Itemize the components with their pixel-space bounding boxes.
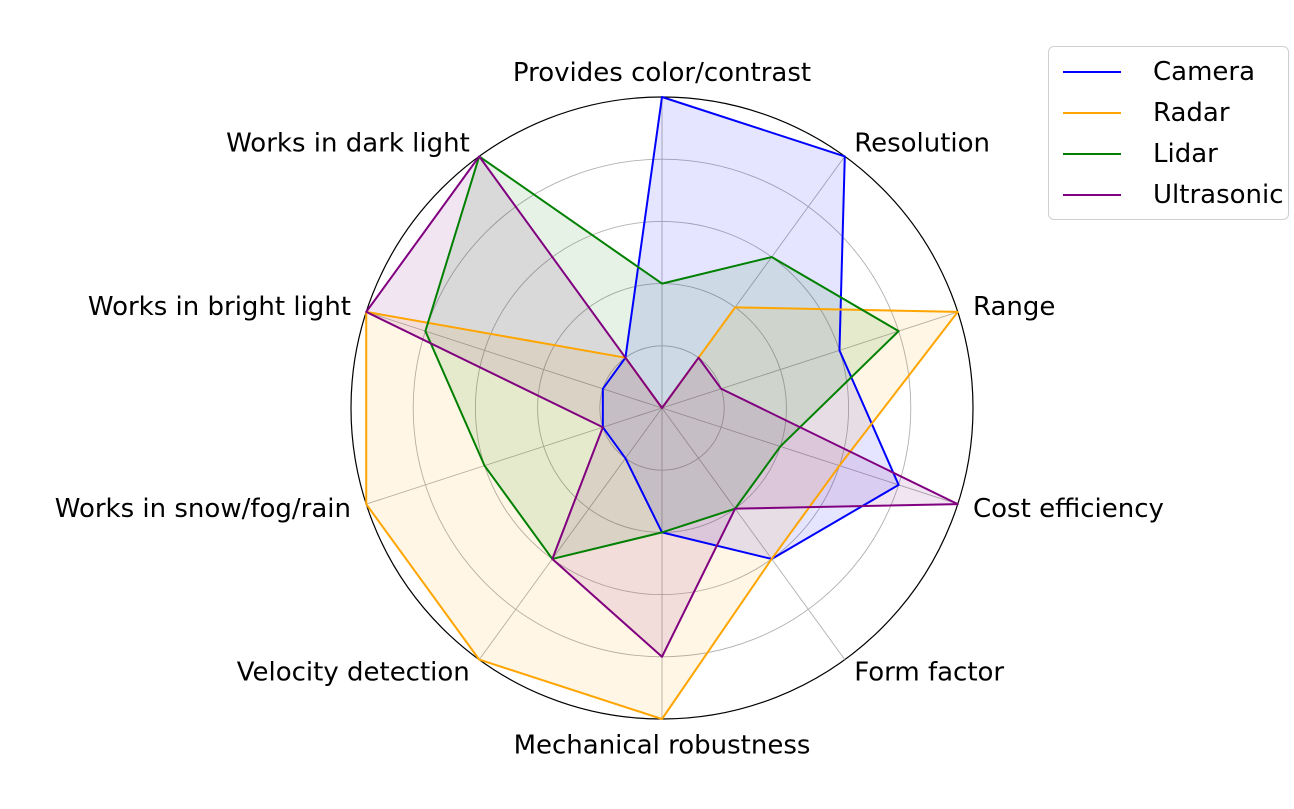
series-line-lidar: [424, 155, 900, 560]
axis-label-resolution: Resolution: [854, 129, 990, 159]
axis-label-provides-color-contrast: Provides color/contrast: [513, 58, 811, 88]
axis-label-velocity-detection: Velocity detection: [237, 658, 470, 688]
axis-label-works-in-dark-light: Works in dark light: [226, 129, 470, 159]
spoke-works-in-bright-light: [366, 311, 663, 409]
legend-label-ultrasonic: Ultrasonic: [1153, 180, 1284, 210]
spoke-cost-efficiency: [661, 407, 958, 505]
legend-item-lidar: Lidar: [1063, 139, 1218, 169]
series-fills: [366, 97, 958, 719]
series-line-ultrasonic: [365, 155, 959, 658]
legend-item-camera: Camera: [1063, 57, 1255, 87]
spoke-works-in-snow-fog-rain: [366, 407, 663, 505]
axis-label-cost-efficiency: Cost efficiency: [973, 494, 1164, 524]
series-lines: [365, 96, 959, 720]
spoke-range: [661, 311, 958, 409]
legend-swatch-lidar: [1063, 153, 1121, 155]
axis-label-works-in-bright-light: Works in bright light: [88, 292, 351, 322]
series-fill-lidar: [425, 156, 899, 559]
axis-label-works-in-snow-fog-rain: Works in snow/fog/rain: [55, 494, 351, 524]
series-line-radar: [365, 306, 959, 720]
series-fill-camera: [602, 97, 899, 559]
series-fill-radar: [366, 307, 958, 719]
series-fill-ultrasonic: [366, 156, 958, 657]
legend-label-camera: Camera: [1153, 57, 1256, 87]
spoke-form-factor: [661, 407, 846, 660]
axis-label-range: Range: [973, 292, 1055, 322]
legend-swatch-ultrasonic: [1063, 194, 1121, 196]
legend-swatch-radar: [1063, 112, 1121, 114]
legend-item-ultrasonic: Ultrasonic: [1063, 180, 1284, 210]
legend-label-lidar: Lidar: [1153, 139, 1218, 169]
spoke-velocity-detection: [478, 407, 663, 660]
legend-label-radar: Radar: [1153, 98, 1230, 128]
legend: Camera Radar Lidar Ultrasonic: [1048, 46, 1289, 220]
axis-label-mechanical-robustness: Mechanical robustness: [514, 730, 811, 760]
legend-item-radar: Radar: [1063, 98, 1230, 128]
axis-label-form-factor: Form factor: [854, 658, 1004, 688]
legend-swatch-camera: [1063, 71, 1121, 73]
axis-labels: Provides color/contrast Resolution Range Co…: [55, 58, 1164, 760]
